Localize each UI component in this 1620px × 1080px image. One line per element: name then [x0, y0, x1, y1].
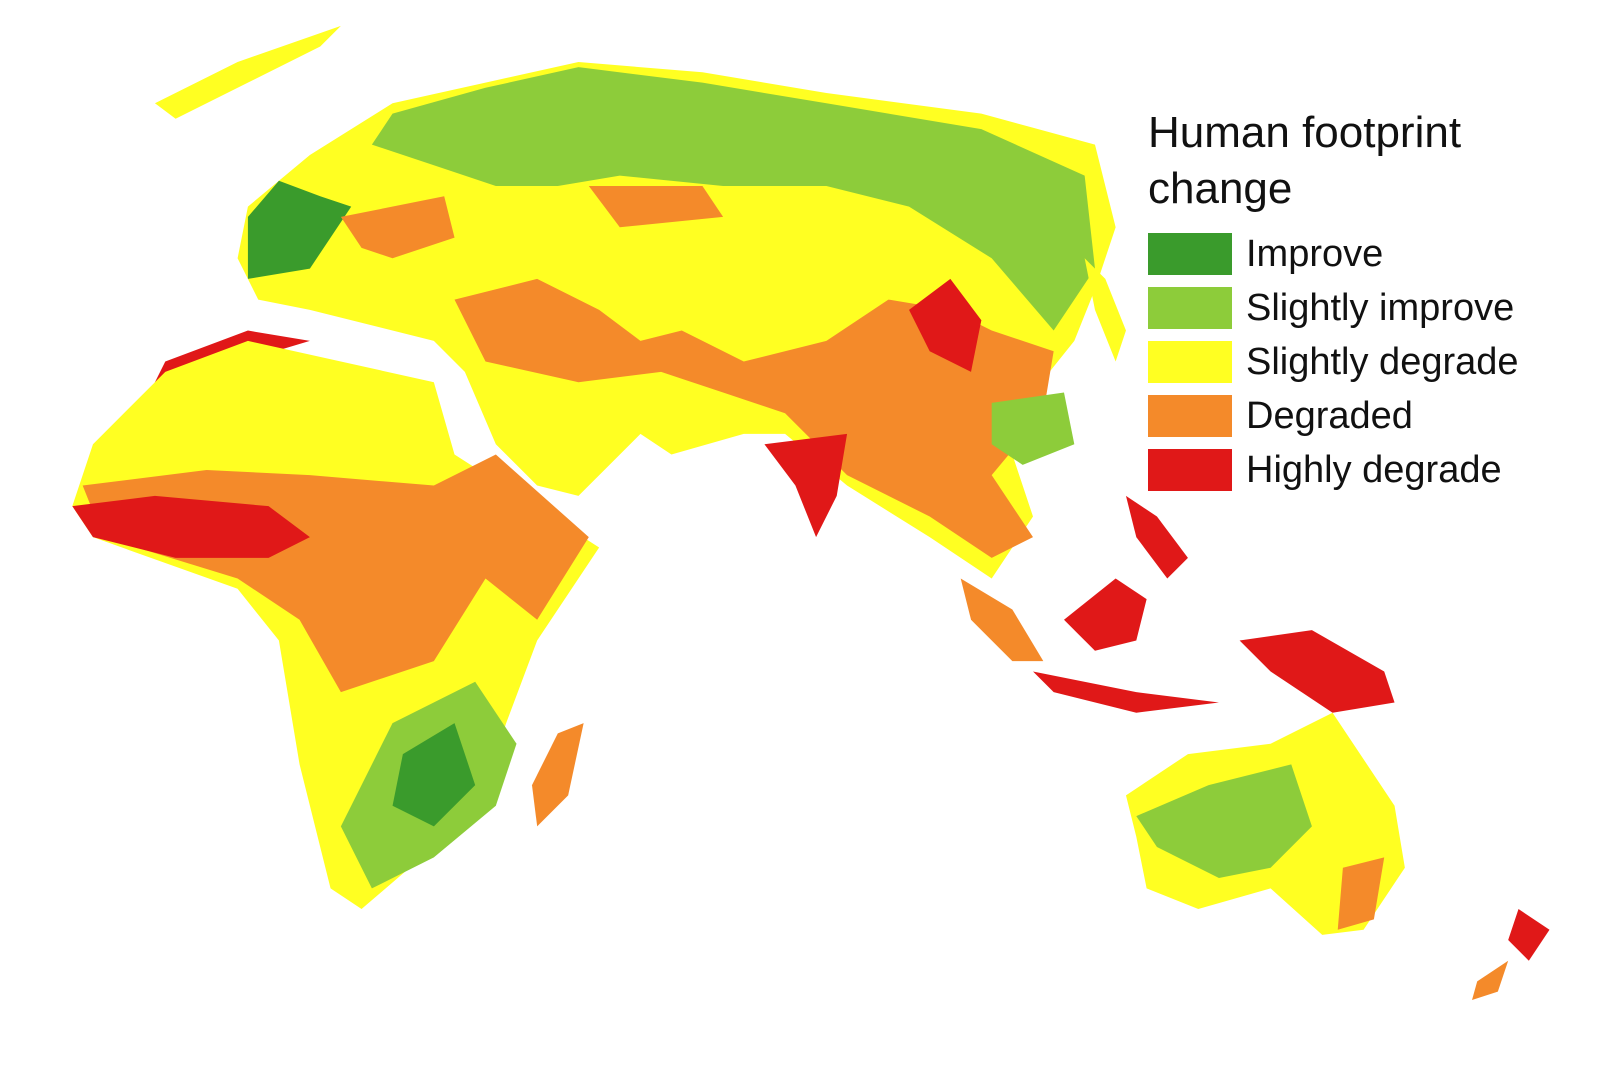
- land: [531, 723, 584, 827]
- land: [392, 723, 476, 827]
- land: [371, 67, 1095, 331]
- legend-title: Human footprint change: [1148, 108, 1462, 213]
- legend-item: Highly degrade: [1148, 443, 1588, 497]
- land: [1033, 671, 1219, 713]
- legend-swatch: [1148, 395, 1232, 437]
- land: [909, 278, 982, 372]
- legend-label: Highly degrade: [1246, 448, 1502, 491]
- legend-item: Slightly improve: [1148, 281, 1588, 335]
- legend-item: Degraded: [1148, 389, 1588, 443]
- legend-item: Slightly degrade: [1148, 335, 1588, 389]
- land: [72, 495, 310, 558]
- land: [764, 433, 848, 538]
- land: [1337, 857, 1385, 930]
- legend: Human footprint change Improve Slightly i…: [1148, 105, 1588, 497]
- land: [485, 371, 641, 496]
- land: [1239, 630, 1395, 713]
- land: [247, 180, 352, 279]
- legend-swatch: [1148, 233, 1232, 275]
- land: [1472, 960, 1509, 1000]
- legend-label: Slightly improve: [1246, 286, 1515, 329]
- legend-swatch: [1148, 449, 1232, 491]
- land: [960, 578, 1044, 662]
- legend-items: Improve Slightly improve Slightly degrade D…: [1148, 227, 1588, 497]
- legend-label: Degraded: [1246, 394, 1413, 437]
- legend-label: Improve: [1246, 232, 1384, 275]
- land: [454, 278, 1054, 558]
- legend-swatch: [1148, 341, 1232, 383]
- land: [991, 392, 1075, 465]
- land: [154, 25, 341, 119]
- land: [1084, 258, 1126, 362]
- landmasses: [72, 25, 1550, 1000]
- land: [588, 185, 724, 228]
- land: [340, 196, 455, 259]
- land: [1508, 909, 1550, 961]
- land: [1125, 495, 1188, 579]
- legend-label: Slightly degrade: [1246, 340, 1519, 383]
- legend-item: Improve: [1148, 227, 1588, 281]
- legend-swatch: [1148, 287, 1232, 329]
- land: [1136, 764, 1312, 879]
- land: [1063, 578, 1147, 651]
